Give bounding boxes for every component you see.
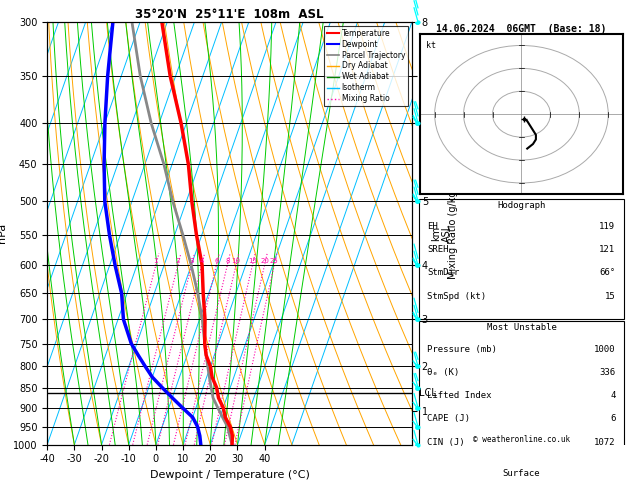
X-axis label: Dewpoint / Temperature (°C): Dewpoint / Temperature (°C) (150, 470, 309, 480)
Text: 25: 25 (270, 258, 279, 263)
Text: 6: 6 (610, 414, 615, 423)
Text: 20: 20 (260, 258, 269, 263)
Text: Hodograph: Hodograph (498, 201, 545, 210)
Text: 1000: 1000 (594, 345, 615, 353)
Text: θₑ (K): θₑ (K) (428, 368, 460, 377)
Text: 6: 6 (214, 258, 219, 263)
Text: 15: 15 (248, 258, 257, 263)
Text: 336: 336 (599, 368, 615, 377)
Text: Surface: Surface (503, 469, 540, 478)
Text: 4: 4 (199, 258, 204, 263)
Text: 1072: 1072 (594, 437, 615, 447)
Text: Most Unstable: Most Unstable (486, 323, 557, 332)
Text: 4: 4 (610, 391, 615, 400)
Text: 1: 1 (153, 258, 158, 263)
Text: 3: 3 (189, 258, 194, 263)
Text: SREH: SREH (428, 245, 449, 254)
Text: Lifted Index: Lifted Index (428, 391, 492, 400)
Text: © weatheronline.co.uk: © weatheronline.co.uk (473, 435, 570, 444)
Text: 66°: 66° (599, 268, 615, 278)
Text: LCL: LCL (420, 387, 437, 398)
Text: 10: 10 (231, 258, 240, 263)
Text: 119: 119 (599, 222, 615, 231)
Text: StmSpd (kt): StmSpd (kt) (428, 292, 487, 301)
Text: 2: 2 (175, 258, 180, 263)
Y-axis label: hPa: hPa (0, 223, 8, 243)
Text: Mixing Ratio (g/kg): Mixing Ratio (g/kg) (448, 187, 459, 279)
Text: 14.06.2024  06GMT  (Base: 18): 14.06.2024 06GMT (Base: 18) (437, 24, 606, 34)
Text: CIN (J): CIN (J) (428, 437, 465, 447)
Text: CAPE (J): CAPE (J) (428, 414, 470, 423)
Text: StmDir: StmDir (428, 268, 460, 278)
Text: kt: kt (426, 41, 436, 50)
Legend: Temperature, Dewpoint, Parcel Trajectory, Dry Adiabat, Wet Adiabat, Isotherm, Mi: Temperature, Dewpoint, Parcel Trajectory… (324, 26, 408, 106)
Text: 15: 15 (604, 292, 615, 301)
Text: 121: 121 (599, 245, 615, 254)
Y-axis label: km
ASL: km ASL (431, 224, 452, 243)
Text: 8: 8 (225, 258, 230, 263)
Text: Pressure (mb): Pressure (mb) (428, 345, 498, 353)
Title: 35°20'N  25°11'E  108m  ASL: 35°20'N 25°11'E 108m ASL (135, 8, 324, 21)
Text: EH: EH (428, 222, 438, 231)
